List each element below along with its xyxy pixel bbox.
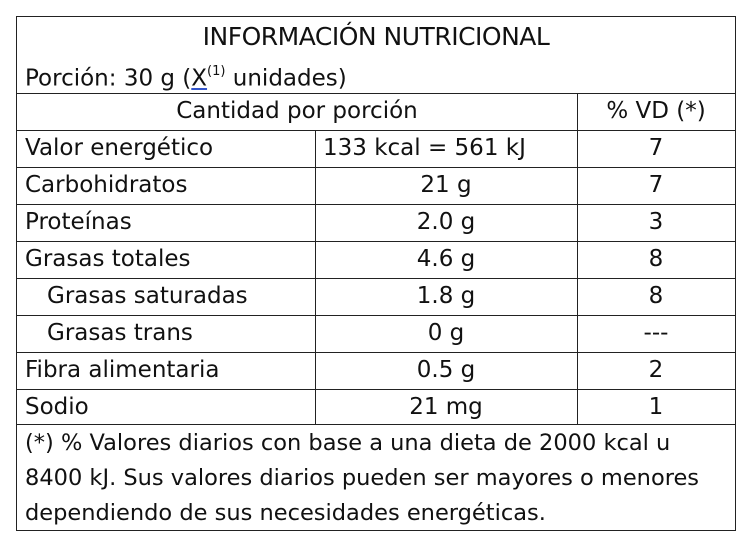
portion-units-placeholder: X [191,65,208,92]
row-amount-fiber: 0.5 g [416,357,476,383]
row-name-fiber: Fibra alimentaria [25,357,220,383]
row-amount-total-fat: 4.6 g [416,246,476,272]
divider [17,241,735,242]
row-name-saturated-fat: Grasas saturadas [47,283,248,309]
row-vd-carbs: 7 [648,172,664,198]
divider [17,389,735,390]
row-vd-trans-fat: --- [643,320,669,346]
divider [17,167,735,168]
header-vd: % VD (*) [606,98,706,124]
row-name-total-fat: Grasas totales [25,246,191,272]
footnote: (*) % Valores diarios con base a una die… [25,430,700,526]
row-amount-saturated-fat: 1.8 g [416,283,476,309]
portion-size: Porción: 30 g (X(1) unidades) [17,55,735,93]
row-vd-sodium: 1 [648,394,664,420]
divider [17,352,735,353]
nutrition-facts-label: INFORMACIÓN NUTRICIONAL Porción: 30 g (X… [16,16,736,531]
row-name-trans-fat: Grasas trans [47,320,193,346]
header-quantity: Cantidad por porción [176,98,418,124]
portion-suffix: unidades) [225,65,347,92]
divider [17,204,735,205]
row-amount-energy: 133 kcal = 561 kJ [323,135,526,161]
row-amount-protein: 2.0 g [416,209,476,235]
row-vd-protein: 3 [648,209,664,235]
portion-prefix: Porción: 30 g ( [25,65,192,92]
row-name-carbs: Carbohidratos [25,172,188,198]
divider [17,93,735,94]
row-vd-energy: 7 [648,135,664,161]
row-name-sodium: Sodio [25,394,89,420]
label-title: INFORMACIÓN NUTRICIONAL [202,22,550,51]
divider [17,315,735,316]
column-divider [577,93,578,424]
divider [17,424,735,425]
divider [17,278,735,279]
row-vd-fiber: 2 [648,357,664,383]
column-divider [315,130,316,424]
row-vd-total-fat: 8 [648,246,664,272]
row-amount-carbs: 21 g [420,172,472,198]
row-amount-trans-fat: 0 g [427,320,465,346]
divider [17,130,735,131]
row-name-energy: Valor energético [25,135,214,161]
portion-footnote-mark: (1) [207,64,226,79]
row-amount-sodium: 21 mg [409,394,483,420]
row-name-protein: Proteínas [25,209,132,235]
row-vd-saturated-fat: 8 [648,283,664,309]
